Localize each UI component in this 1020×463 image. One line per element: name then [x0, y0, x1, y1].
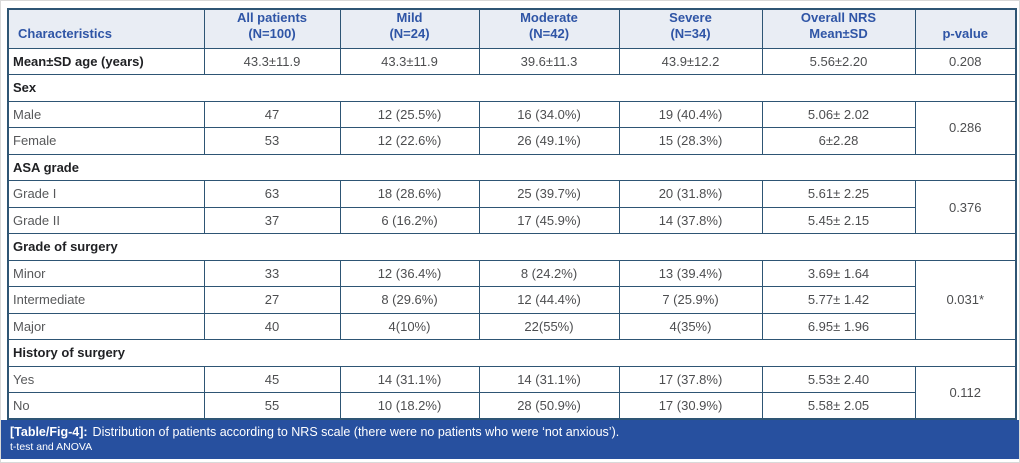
table-row-intermediate: Intermediate 27 8 (29.6%) 12 (44.4%) 7 (…: [7, 286, 1016, 314]
cell-value: 8 (29.6%): [339, 286, 480, 314]
cell-value: 39.6±11.3: [478, 47, 620, 75]
caption-line: [Table/Fig-4]: Distribution of patients a…: [10, 424, 1012, 440]
section-row-grade-of-surgery: Grade of surgery: [7, 233, 1017, 261]
table-caption-text: Distribution of patients according to NR…: [92, 425, 620, 439]
row-label: No: [7, 392, 205, 420]
header-cell-characteristics: Characteristics: [7, 8, 205, 49]
section-row-history-of-surgery: History of surgery: [7, 339, 1017, 367]
cell-value: 5.61± 2.25: [761, 180, 916, 208]
cell-value: 43.3±11.9: [339, 47, 480, 75]
p-value-cell: 0.112: [914, 365, 1017, 420]
row-label: Yes: [7, 365, 205, 393]
cell-value: 19 (40.4%): [618, 100, 763, 128]
header-cell-moderate: Moderate (N=42): [478, 8, 620, 49]
cell-value: 10 (18.2%): [339, 392, 480, 420]
cell-value: 25 (39.7%): [478, 180, 620, 208]
cell-value: 26 (49.1%): [478, 127, 620, 155]
cell-value: 12 (36.4%): [339, 259, 480, 287]
cell-value: 40: [203, 312, 341, 340]
cell-value: 12 (22.6%): [339, 127, 480, 155]
table-caption-bar: [Table/Fig-4]: Distribution of patients a…: [1, 420, 1019, 460]
row-label: Minor: [7, 259, 205, 287]
table-fig-tag: [Table/Fig-4]:: [10, 425, 88, 439]
cell-value: 6.95± 1.96: [761, 312, 916, 340]
section-title: History of surgery: [7, 339, 1017, 367]
p-value-cell: 0.208: [914, 47, 1017, 75]
cell-value: 17 (37.8%): [618, 365, 763, 393]
row-label: Intermediate: [7, 286, 205, 314]
section-title: Grade of surgery: [7, 233, 1017, 261]
cell-value: 12 (25.5%): [339, 100, 480, 128]
cell-value: 15 (28.3%): [618, 127, 763, 155]
cell-value: 13 (39.4%): [618, 259, 763, 287]
section-title: Sex: [7, 74, 1017, 102]
cell-value: 4(35%): [618, 312, 763, 340]
cell-value: 6±2.28: [761, 127, 916, 155]
cell-value: 3.69± 1.64: [761, 259, 916, 287]
header-cell-p-value: p-value: [914, 8, 1017, 49]
row-label: Grade I: [7, 180, 205, 208]
cell-value: 37: [203, 206, 341, 234]
table-row-minor: Minor 33 12 (36.4%) 8 (24.2%) 13 (39.4%)…: [7, 259, 1017, 340]
footnote-text: t-test and ANOVA: [10, 441, 93, 454]
cell-value: 33: [203, 259, 341, 287]
row-label: Mean±SD age (years): [7, 47, 205, 75]
header-cell-mild: Mild (N=24): [339, 8, 480, 49]
cell-value: 16 (34.0%): [478, 100, 620, 128]
p-value-cell: 0.376: [914, 180, 1017, 234]
header-row: Characteristics All patients (N=100) Mil…: [7, 8, 1017, 49]
patient-distribution-table: Characteristics All patients (N=100) Mil…: [7, 8, 1017, 420]
table-row-age: Mean±SD age (years) 43.3±11.9 43.3±11.9 …: [7, 47, 1017, 75]
cell-value: 5.56±2.20: [761, 47, 916, 75]
row-label: Female: [7, 127, 205, 155]
cell-value: 27: [203, 286, 341, 314]
cell-value: 5.53± 2.40: [761, 365, 916, 393]
cell-value: 22(55%): [478, 312, 620, 340]
cell-value: 45: [203, 365, 341, 393]
cell-value: 14 (31.1%): [478, 365, 620, 393]
table-row-grade-2: Grade II 37 6 (16.2%) 17 (45.9%) 14 (37.…: [7, 206, 1016, 234]
cell-value: 47: [203, 100, 341, 128]
cell-value: 43.9±12.2: [618, 47, 763, 75]
table-row-yes: Yes 45 14 (31.1%) 14 (31.1%) 17 (37.8%) …: [7, 365, 1017, 420]
cell-value: 14 (31.1%): [339, 365, 480, 393]
table-row-male: Male 47 12 (25.5%) 16 (34.0%) 19 (40.4%)…: [7, 100, 1017, 155]
cell-value: 12 (44.4%): [478, 286, 620, 314]
header-cell-overall-nrs: Overall NRS Mean±SD: [761, 8, 916, 49]
cell-value: 4(10%): [339, 312, 480, 340]
row-label: Grade II: [7, 206, 205, 234]
table-row-major: Major 40 4(10%) 22(55%) 4(35%) 6.95± 1.9…: [7, 312, 1016, 340]
cell-value: 55: [203, 392, 341, 420]
header-cell-all-patients: All patients (N=100): [203, 8, 341, 49]
cell-value: 8 (24.2%): [478, 259, 620, 287]
row-label: Male: [7, 100, 205, 128]
cell-value: 5.45± 2.15: [761, 206, 916, 234]
table-row-grade-1: Grade I 63 18 (28.6%) 25 (39.7%) 20 (31.…: [7, 180, 1017, 234]
table-row-no: No 55 10 (18.2%) 28 (50.9%) 17 (30.9%) 5…: [7, 392, 1016, 420]
cell-value: 7 (25.9%): [618, 286, 763, 314]
section-row-asa-grade: ASA grade: [7, 153, 1017, 181]
cell-value: 6 (16.2%): [339, 206, 480, 234]
cell-value: 43.3±11.9: [203, 47, 341, 75]
cell-value: 5.77± 1.42: [761, 286, 916, 314]
cell-value: 53: [203, 127, 341, 155]
header-cell-severe: Severe (N=34): [618, 8, 763, 49]
row-label: Major: [7, 312, 205, 340]
cell-value: 20 (31.8%): [618, 180, 763, 208]
section-title: ASA grade: [7, 153, 1017, 181]
p-value-cell: 0.031*: [914, 259, 1017, 340]
cell-value: 17 (30.9%): [618, 392, 763, 420]
cell-value: 28 (50.9%): [478, 392, 620, 420]
section-row-sex: Sex: [7, 74, 1017, 102]
cell-value: 5.58± 2.05: [761, 392, 916, 420]
cell-value: 18 (28.6%): [339, 180, 480, 208]
p-value-cell: 0.286: [914, 100, 1017, 155]
cell-value: 14 (37.8%): [618, 206, 763, 234]
table-row-female: Female 53 12 (22.6%) 26 (49.1%) 15 (28.3…: [7, 127, 1016, 155]
cell-value: 17 (45.9%): [478, 206, 620, 234]
cell-value: 63: [203, 180, 341, 208]
cell-value: 5.06± 2.02: [761, 100, 916, 128]
